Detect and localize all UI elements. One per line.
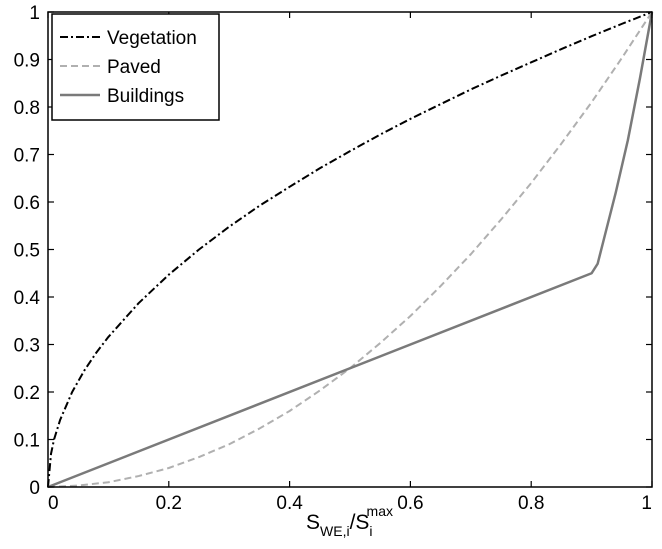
legend-label-buildings: Buildings xyxy=(107,86,184,107)
x-tick-label: 0.2 xyxy=(156,493,182,514)
x-axis-label-sub2: i xyxy=(369,523,372,539)
series-layer xyxy=(47,11,654,489)
x-tick-label: 0.4 xyxy=(276,493,303,514)
x-tick-label: 1 xyxy=(641,493,652,514)
legend-label-paved: Paved xyxy=(107,57,161,78)
x-axis-label-sub1: WE,i xyxy=(320,523,350,539)
y-tick-label: 0.4 xyxy=(14,288,41,309)
x-tick-label: 0.8 xyxy=(518,493,544,514)
axis-layer: 0 0.2 0.4 0.6 0.8 1 0 0.1 0.2 0.3 0.4 0.5 0.6 0.7 0.8 0… xyxy=(14,3,653,514)
y-tick-label: 0.7 xyxy=(14,146,40,167)
y-tick-label: 0.1 xyxy=(14,431,40,452)
y-tick-label: 0.9 xyxy=(14,51,40,72)
x-axis-label-slash: /S xyxy=(350,511,370,534)
x-axis-label-sup2: max xyxy=(367,503,393,519)
legend: Vegetation Paved Buildings xyxy=(51,13,220,121)
x-tick-label: 0.6 xyxy=(397,493,423,514)
x-axis-label: SWE,i/Si max xyxy=(306,503,393,539)
x-tick-label: 0 xyxy=(48,493,59,514)
legend-label-vegetation: Vegetation xyxy=(107,28,197,49)
y-tick-label: 0.2 xyxy=(14,383,40,404)
y-tick-label: 1 xyxy=(29,3,40,24)
x-axis-label-s: S xyxy=(306,511,320,534)
legend-box xyxy=(51,13,220,121)
y-tick-label: 0 xyxy=(29,478,40,499)
series-line-buildings xyxy=(47,11,654,489)
y-tick-label: 0.6 xyxy=(14,193,40,214)
y-tick-label: 0.8 xyxy=(14,98,40,119)
series-line-vegetation xyxy=(47,11,653,488)
y-tick-label: 0.5 xyxy=(14,241,40,262)
y-tick-label: 0.3 xyxy=(14,336,40,357)
